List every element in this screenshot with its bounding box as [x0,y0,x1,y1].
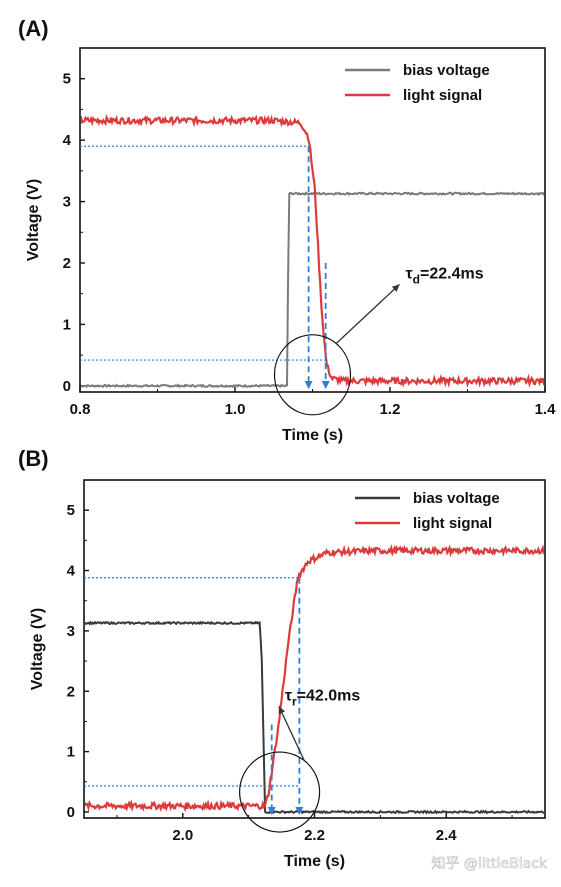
watermark: 知乎 @littleBlack [431,855,547,872]
legend-entry: bias voltage [413,490,500,507]
y-tick-label: 4 [67,563,76,580]
series-line-light-signal [81,114,544,388]
series-line-bias-voltage [81,191,544,389]
series-line-bias-voltage [85,620,544,815]
y-tick-label: 2 [63,255,71,272]
y-tick-label: 3 [63,194,71,211]
y-tick-label: 3 [67,623,75,640]
y-tick-label: 5 [63,71,71,88]
x-tick-label: 1.4 [535,401,557,418]
y-tick-label: 2 [67,683,75,700]
time-constant-label: τr=42.0ms [285,687,361,708]
legend-entry: bias voltage [403,62,490,79]
x-tick-label: 1.0 [225,401,246,418]
panel-a: (A) 0 1 2 3 4 5 0.8 1.0 1.2 1.4 Time (s) Voltage (V)… [18,16,556,444]
tau-symbol: τ [285,687,292,704]
y-tick-label: 5 [67,502,75,519]
y-tick-label: 1 [67,744,75,761]
time-constant-label: τd=22.4ms [406,265,484,286]
guide-arrowhead [321,381,330,389]
guide-arrowhead [267,807,276,815]
annotation-arrowhead [391,284,400,292]
tau-subscript: r [292,694,297,708]
tau-subscript: d [413,272,420,286]
annotation-arrow [335,283,400,345]
x-tick-label: 2.4 [436,827,458,844]
highlight-circle [238,751,321,833]
x-axis-title: Time (s) [284,853,345,870]
panel-label: (B) [18,446,49,471]
tau-value: =42.0ms [297,687,361,704]
y-tick-label: 0 [67,804,75,821]
panel-label: (A) [18,16,49,41]
annotation-arrowhead [278,706,286,715]
x-tick-label: 2.0 [172,827,193,844]
legend-entry: light signal [413,515,492,532]
y-axis-title: Voltage (V) [29,608,46,690]
y-tick-label: 0 [63,378,71,395]
legend-entry: light signal [403,87,482,104]
series-line-light-signal [85,543,544,813]
tau-value: =22.4ms [420,265,484,282]
x-tick-label: 0.8 [70,401,91,418]
guide-arrowhead [295,807,304,815]
x-tick-label: 1.2 [380,401,401,418]
y-tick-label: 1 [63,316,71,333]
x-axis-title: Time (s) [282,427,343,444]
y-axis-title: Voltage (V) [25,179,42,261]
highlight-circle [273,334,352,416]
tau-symbol: τ [406,265,413,282]
x-tick-label: 2.2 [304,827,325,844]
guide-arrowhead [304,381,313,389]
y-tick-label: 4 [63,132,72,149]
panel-b: (B) 0 1 2 3 4 5 2.0 2.2 2.4 Time (s) Voltage (V) bia… [18,446,546,870]
annotation-arrow [278,706,305,762]
